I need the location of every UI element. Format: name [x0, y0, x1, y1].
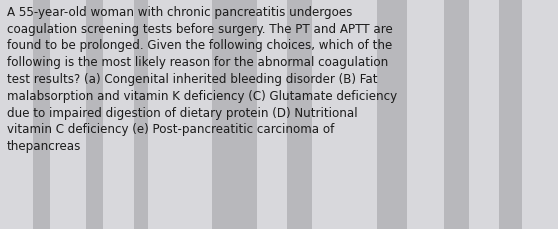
Bar — [0, 0, 33, 229]
Bar — [257, 0, 287, 229]
Bar — [522, 0, 558, 229]
Bar — [312, 0, 377, 229]
Bar — [407, 0, 444, 229]
Bar — [50, 0, 86, 229]
Bar — [148, 0, 212, 229]
Bar — [103, 0, 134, 229]
Text: A 55-year-old woman with chronic pancreatitis undergoes
coagulation screening te: A 55-year-old woman with chronic pancrea… — [7, 6, 397, 153]
Bar — [469, 0, 499, 229]
